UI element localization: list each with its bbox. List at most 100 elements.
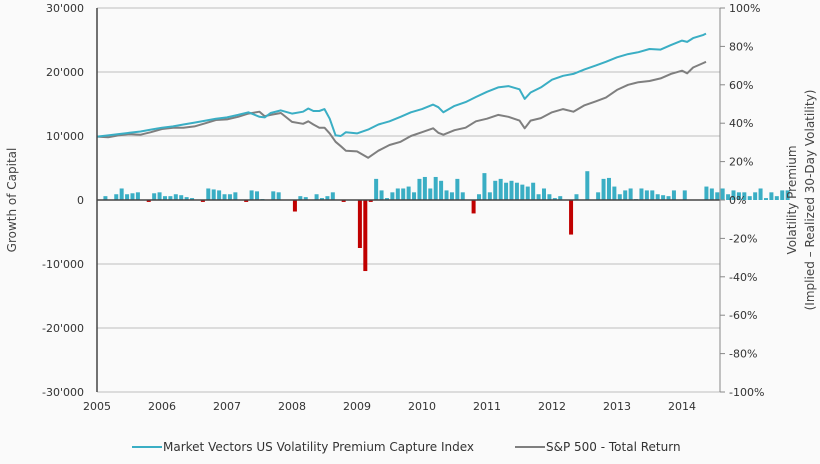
bar: [444, 190, 449, 200]
bar: [249, 190, 254, 200]
bar: [379, 190, 384, 200]
right-tick-label: -40%: [729, 271, 757, 284]
x-tick-label: 2013: [603, 400, 631, 413]
bar: [341, 200, 346, 202]
legend: Market Vectors US Volatility Premium Cap…: [132, 440, 681, 454]
bar: [785, 190, 790, 200]
x-tick-label: 2012: [538, 400, 566, 413]
bar: [682, 190, 687, 200]
bar: [417, 178, 422, 200]
bar: [233, 192, 238, 200]
bar: [520, 184, 525, 200]
bar: [769, 192, 774, 200]
bar: [709, 188, 714, 200]
bar: [330, 192, 335, 200]
right-tick-label: 20%: [729, 156, 753, 169]
bar: [704, 186, 709, 200]
bar: [433, 176, 438, 200]
bar: [200, 200, 205, 202]
bar: [661, 195, 666, 200]
bar: [504, 182, 509, 200]
bar: [536, 194, 541, 200]
bar: [368, 200, 373, 202]
bar: [509, 180, 514, 200]
bar: [173, 194, 178, 200]
bar: [217, 190, 222, 200]
bar: [547, 194, 552, 200]
right-tick-label: -20%: [729, 232, 757, 245]
bar: [763, 198, 768, 200]
bar: [363, 200, 368, 272]
bar: [244, 200, 249, 202]
bar: [514, 182, 519, 200]
left-axis-title: Growth of Capital: [5, 148, 19, 253]
right-tick-label: -100%: [729, 386, 764, 399]
bar: [211, 189, 216, 200]
bar: [190, 198, 195, 200]
bar: [731, 190, 736, 200]
bar: [412, 192, 417, 200]
bar: [471, 200, 476, 214]
bar: [617, 194, 622, 200]
bar: [227, 194, 232, 200]
bar: [574, 194, 579, 200]
right-tick-label: 80%: [729, 40, 753, 53]
right-tick-label: -80%: [729, 348, 757, 361]
x-axis-ticks: 2005 2006 2007 2008 2009 2010 2011 2012 2013 2014: [83, 400, 696, 413]
bar: [612, 186, 617, 200]
bar: [498, 178, 503, 200]
legend-item-sp500[interactable]: S&P 500 - Total Return: [515, 440, 681, 454]
x-tick-label: 2009: [343, 400, 371, 413]
left-tick-label: -20'000: [42, 322, 84, 335]
right-tick-label: 0%: [729, 194, 746, 207]
x-tick-label: 2011: [473, 400, 501, 413]
axes: [96, 8, 721, 392]
x-tick-label: 2010: [408, 400, 436, 413]
right-tick-label: 40%: [729, 117, 753, 130]
bar: [162, 196, 167, 200]
bar: [114, 194, 119, 200]
legend-label-sp500: S&P 500 - Total Return: [546, 440, 681, 454]
bar: [715, 192, 720, 200]
bar: [395, 188, 400, 200]
bar: [601, 178, 606, 200]
left-tick-label: -30'000: [42, 386, 84, 399]
legend-item-mv-index[interactable]: Market Vectors US Volatility Premium Cap…: [132, 440, 474, 454]
bar: [401, 188, 406, 200]
bar: [314, 194, 319, 200]
bar: [487, 192, 492, 200]
left-tick-label: 10'000: [46, 130, 84, 143]
bar: [271, 191, 276, 200]
right-tick-label: 60%: [729, 79, 753, 92]
bar: [569, 200, 574, 235]
bar: [325, 196, 330, 200]
bar: [406, 186, 411, 200]
bar: [357, 200, 362, 248]
bar: [184, 197, 189, 200]
bar: [753, 192, 758, 200]
bar: [152, 193, 157, 200]
bar: [747, 196, 752, 200]
bar: [655, 194, 660, 200]
bar: [552, 198, 557, 200]
bar: [558, 196, 563, 200]
bar: [531, 182, 536, 200]
left-tick-label: 30'000: [46, 2, 84, 15]
bar: [119, 188, 124, 200]
line-series: [96, 32, 707, 159]
bar: [135, 192, 140, 200]
bar: [428, 188, 433, 200]
bar: [292, 200, 297, 212]
bar: [758, 188, 763, 200]
bar: [125, 194, 130, 200]
bar: [319, 198, 324, 200]
bar: [742, 192, 747, 200]
bar: [303, 197, 308, 200]
legend-label-mv-index: Market Vectors US Volatility Premium Cap…: [163, 440, 474, 454]
line-sp500: [96, 60, 707, 159]
bar: [255, 191, 260, 200]
bar: [206, 188, 211, 200]
bar: [130, 193, 135, 200]
bar: [774, 196, 779, 200]
